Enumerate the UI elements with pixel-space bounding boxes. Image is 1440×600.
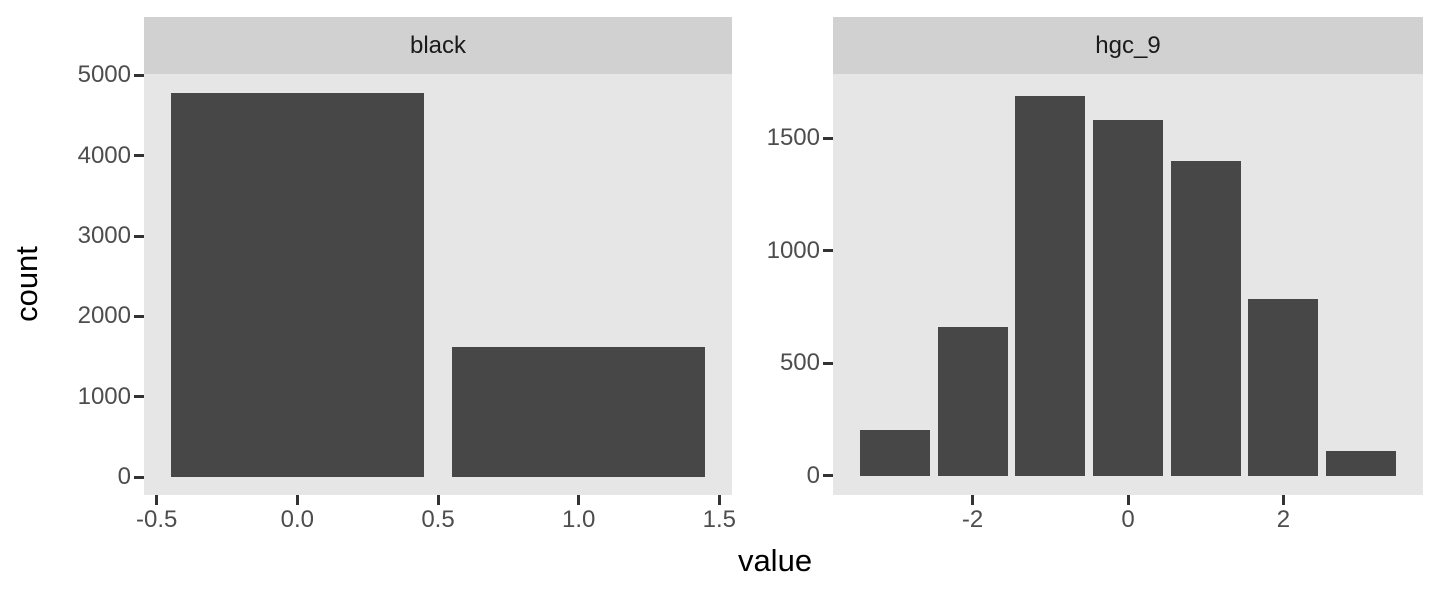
x-tick-label: -0.5	[135, 506, 178, 533]
y-tick-label: 0	[806, 461, 820, 489]
x-tick-mark	[1281, 495, 1285, 505]
y-tick-mark	[823, 361, 833, 365]
y-tick-label: 3000	[77, 222, 131, 250]
x-tick-label: 2	[1276, 506, 1291, 533]
facet-hgc-9: hgc_9	[833, 17, 1423, 495]
y-tick-label: 1500	[766, 124, 820, 152]
histogram-bar	[452, 346, 706, 477]
facet-panel	[144, 74, 732, 495]
y-tick-label: 1000	[766, 236, 820, 264]
y-tick-mark	[134, 234, 144, 238]
x-tick-label: 1.5	[702, 506, 737, 533]
histogram-bar	[937, 327, 1008, 476]
histogram-bar	[1093, 120, 1163, 476]
x-tick-label: 0.5	[421, 506, 455, 533]
histogram-bar	[170, 93, 424, 477]
x-tick-label: 0	[1121, 506, 1135, 533]
y-tick-label: 5000	[77, 61, 131, 89]
histogram-bar	[1248, 299, 1319, 476]
x-tick-mark	[971, 495, 975, 505]
x-tick-mark	[577, 495, 581, 505]
y-tick-mark	[134, 475, 144, 479]
y-tick-mark	[134, 154, 144, 158]
x-tick-mark	[295, 495, 299, 505]
y-tick-label: 0	[117, 463, 131, 490]
y-tick-mark	[134, 314, 144, 318]
y-tick-label: 500	[779, 349, 820, 377]
y-tick-mark	[823, 249, 833, 253]
x-tick-mark	[1126, 495, 1130, 505]
y-tick-mark	[134, 73, 144, 77]
histogram-bar	[859, 429, 930, 476]
histogram-bar	[1170, 160, 1241, 476]
facet-panel	[833, 74, 1423, 495]
x-tick-label: 0.0	[280, 506, 315, 533]
histogram-bar	[1015, 95, 1086, 476]
y-tick-label: 1000	[77, 382, 131, 410]
y-tick-mark	[134, 395, 144, 399]
y-tick-label: 2000	[77, 302, 131, 330]
y-tick-mark	[823, 474, 833, 478]
facet-black: black	[144, 17, 732, 495]
histogram-bar	[1326, 450, 1397, 476]
facet-strip-label: hgc_9	[833, 17, 1423, 74]
x-tick-mark	[717, 495, 721, 505]
x-tick-label: 1.0	[561, 506, 596, 533]
x-axis-title: value	[737, 543, 813, 578]
y-tick-label: 4000	[77, 141, 131, 169]
facet-strip-label: black	[144, 17, 732, 74]
x-tick-mark	[436, 495, 440, 505]
y-tick-mark	[823, 136, 833, 140]
x-tick-mark	[155, 495, 159, 505]
x-tick-label: -2	[961, 506, 984, 533]
